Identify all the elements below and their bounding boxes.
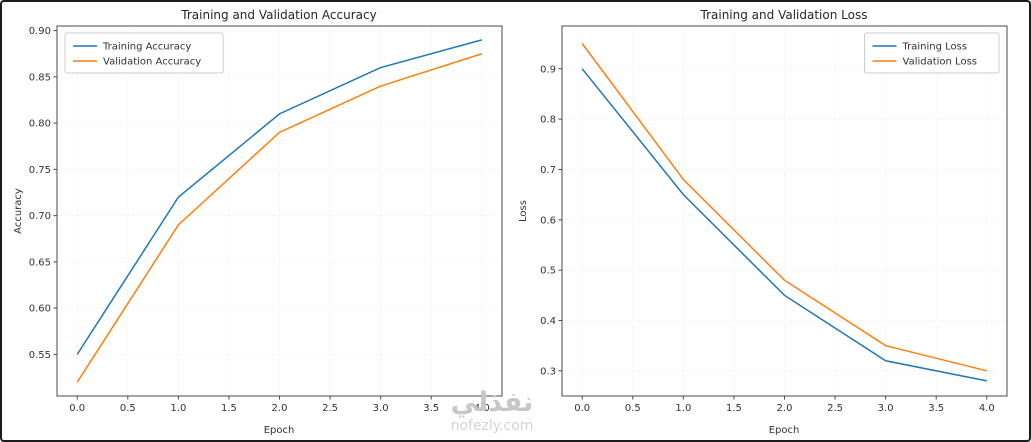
y-tick-label: 0.70 [29, 211, 51, 222]
x-tick-label: 1.0 [170, 403, 186, 414]
loss-plot-area: 0.0 0.5 1.0 1.5 2.0 2.5 3.0 3.5 4.0 0.3 0.4 0.5 0.6 0… [540, 25, 1008, 414]
x-tick-label: 2.0 [272, 403, 288, 414]
legend-label: Validation Loss [903, 57, 978, 68]
y-tick-label: 0.90 [29, 26, 51, 37]
legend-label: Validation Accuracy [103, 57, 201, 68]
accuracy-x-axis-label: Epoch [264, 425, 295, 436]
training-loss-line [581, 68, 987, 382]
x-tick-label: 0.0 [69, 403, 85, 414]
x-tick-label: 3.0 [373, 403, 389, 414]
y-tick-label: 0.85 [29, 72, 51, 83]
y-tick-label: 0.3 [540, 366, 556, 377]
loss-chart-svg: Training and Validation Loss Loss Epoch … [512, 4, 1017, 440]
y-tick-label: 0.55 [29, 350, 51, 361]
legend-label: Training Accuracy [102, 42, 191, 53]
accuracy-y-axis-label: Accuracy [13, 188, 24, 234]
training-accuracy-line [76, 39, 482, 355]
x-tick-label: 3.5 [423, 403, 439, 414]
y-tick-label: 0.5 [540, 266, 556, 277]
loss-figure: Training and Validation Loss Loss Epoch … [512, 4, 1017, 440]
x-tick-label: 1.5 [726, 403, 742, 414]
y-tick-label: 0.75 [29, 165, 51, 176]
x-tick-label: 0.0 [574, 403, 590, 414]
x-tick-label: 3.0 [878, 403, 894, 414]
x-tick-label: 2.5 [827, 403, 843, 414]
x-tick-label: 4.0 [474, 403, 490, 414]
accuracy-figure: Training and Validation Accuracy Accurac… [7, 4, 512, 440]
accuracy-chart-title: Training and Validation Accuracy [180, 8, 376, 22]
x-tick-label: 0.5 [120, 403, 136, 414]
y-tick-label: 0.80 [29, 119, 51, 130]
y-tick-label: 0.6 [540, 215, 556, 226]
x-tick-label: 2.0 [777, 403, 793, 414]
loss-chart-title: Training and Validation Loss [700, 8, 868, 22]
loss-x-axis-label: Epoch [769, 425, 800, 436]
y-tick-label: 0.60 [29, 304, 51, 315]
loss-y-axis-label: Loss [518, 200, 529, 222]
accuracy-plot-area: 0.0 0.5 1.0 1.5 2.0 2.5 3.0 3.5 4.0 0.55 0.60 0.65 0… [29, 25, 503, 414]
x-tick-label: 0.5 [625, 403, 641, 414]
y-tick-label: 0.7 [540, 165, 556, 176]
x-tick-label: 1.5 [221, 403, 237, 414]
legend [64, 32, 224, 74]
accuracy-chart-svg: Training and Validation Accuracy Accurac… [7, 4, 512, 440]
x-tick-label: 2.5 [322, 403, 338, 414]
y-tick-label: 0.4 [540, 316, 556, 327]
y-tick-label: 0.9 [540, 64, 556, 75]
legend [864, 32, 1000, 74]
y-tick-label: 0.65 [29, 257, 51, 268]
x-tick-label: 3.5 [928, 403, 944, 414]
y-tick-label: 0.8 [540, 115, 556, 126]
validation-loss-line [581, 43, 987, 372]
x-tick-label: 4.0 [979, 403, 995, 414]
legend-label: Training Loss [902, 42, 968, 53]
validation-accuracy-line [76, 53, 483, 383]
x-tick-label: 1.0 [675, 403, 691, 414]
